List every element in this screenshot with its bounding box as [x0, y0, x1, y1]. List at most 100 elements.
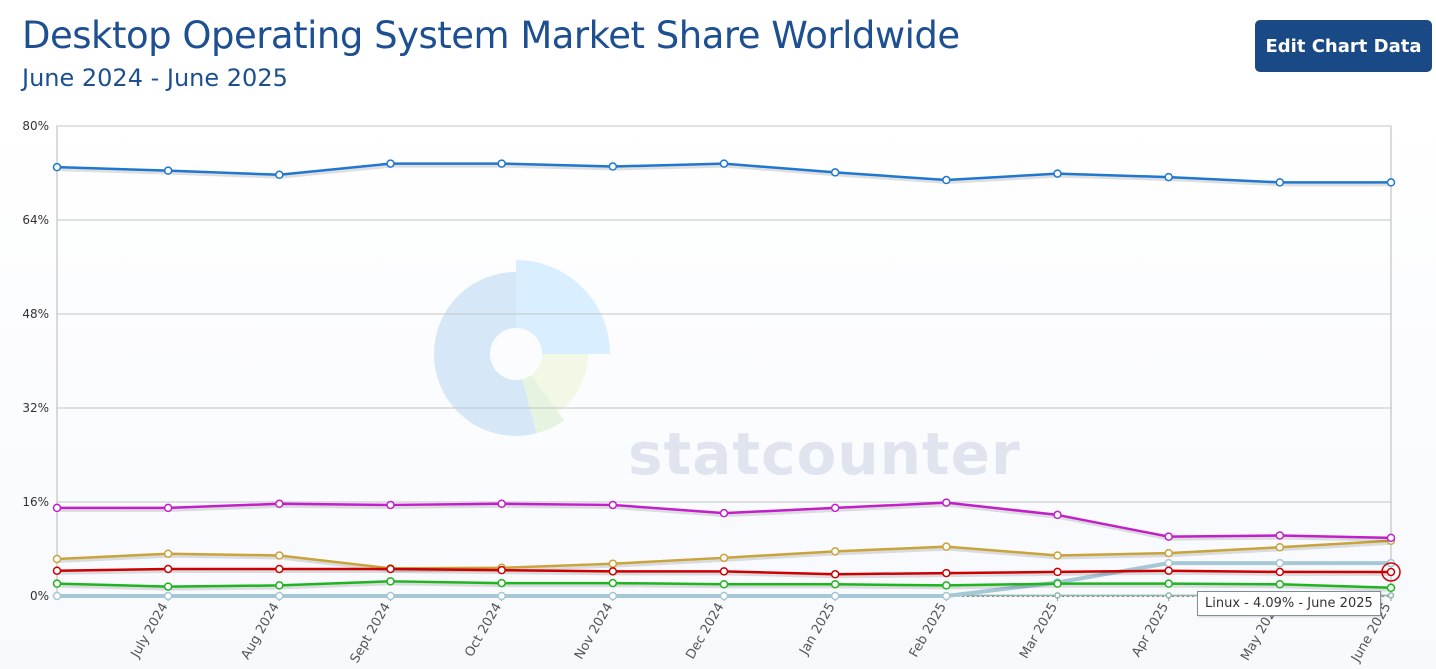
data-point[interactable]	[608, 162, 618, 171]
x-tick-label: July 2024	[128, 601, 172, 662]
data-point[interactable]	[163, 549, 173, 558]
data-point[interactable]	[1164, 558, 1173, 568]
hover-marker	[1381, 562, 1401, 582]
data-point[interactable]	[608, 578, 618, 588]
data-point[interactable]	[942, 498, 951, 507]
data-point[interactable]	[1053, 567, 1062, 577]
data-point[interactable]	[830, 547, 840, 556]
data-point[interactable]	[1054, 592, 1061, 599]
data-point[interactable]	[52, 579, 62, 588]
data-point[interactable]	[942, 175, 951, 185]
data-point[interactable]	[1164, 532, 1173, 541]
data-point[interactable]	[1275, 580, 1285, 589]
data-point[interactable]	[163, 564, 173, 574]
chart-series	[52, 159, 1401, 601]
data-point[interactable]	[163, 582, 173, 591]
data-point[interactable]	[1387, 592, 1395, 599]
data-point[interactable]	[1386, 533, 1396, 543]
data-point[interactable]	[719, 591, 729, 601]
data-point[interactable]	[1164, 548, 1173, 558]
data-point[interactable]	[275, 551, 284, 560]
data-point[interactable]	[497, 565, 506, 575]
data-point[interactable]	[830, 503, 840, 513]
data-point[interactable]	[830, 168, 840, 177]
data-point[interactable]	[163, 166, 173, 175]
series-unknown	[52, 536, 1396, 573]
x-tick-label: Apr 2025	[1129, 601, 1172, 660]
data-point[interactable]	[52, 554, 62, 564]
data-point[interactable]	[942, 591, 951, 601]
data-point[interactable]	[163, 591, 173, 601]
data-point[interactable]	[163, 503, 173, 513]
data-point[interactable]	[386, 500, 395, 510]
data-point[interactable]	[1165, 592, 1172, 599]
data-point[interactable]	[275, 581, 284, 590]
data-point[interactable]	[275, 170, 284, 180]
data-point[interactable]	[608, 591, 618, 601]
data-point[interactable]	[1275, 178, 1285, 187]
data-point[interactable]	[52, 566, 62, 575]
data-point[interactable]	[942, 581, 951, 590]
data-point[interactable]	[275, 564, 284, 574]
data-point[interactable]	[1275, 542, 1285, 552]
chart-grid	[56, 125, 1392, 597]
data-point[interactable]	[1386, 583, 1396, 593]
data-point[interactable]	[719, 553, 729, 563]
x-tick-label: Dec 2024	[683, 601, 727, 663]
data-point[interactable]	[1053, 169, 1062, 178]
data-point[interactable]	[830, 570, 840, 579]
x-tick-label: Aug 2024	[239, 601, 283, 663]
data-point[interactable]	[497, 591, 506, 601]
data-point[interactable]	[52, 591, 62, 601]
data-point[interactable]	[608, 500, 618, 510]
x-tick-label: Feb 2025	[907, 601, 950, 661]
data-point[interactable]	[608, 567, 618, 576]
data-point[interactable]	[1275, 567, 1285, 577]
y-tick-label: 80%	[22, 119, 49, 133]
data-point[interactable]	[719, 508, 729, 518]
logo-segment-right	[531, 354, 588, 413]
watermark-text: statcounter	[628, 420, 1021, 488]
data-point[interactable]	[1053, 510, 1062, 520]
y-tick-label: 0%	[30, 589, 49, 603]
data-point[interactable]	[1164, 579, 1173, 588]
series-os-x	[52, 498, 1396, 543]
logo-segment-top	[516, 260, 610, 354]
data-point[interactable]	[719, 580, 729, 589]
logo-segment-low	[522, 375, 565, 434]
data-point[interactable]	[942, 568, 951, 578]
data-point[interactable]	[497, 159, 506, 168]
data-point[interactable]	[1386, 567, 1396, 577]
data-point[interactable]	[830, 591, 840, 601]
y-tick-label: 32%	[22, 401, 49, 415]
data-point[interactable]	[497, 578, 506, 588]
data-point[interactable]	[275, 591, 284, 601]
data-point[interactable]	[386, 577, 395, 586]
data-point[interactable]	[52, 503, 62, 513]
data-point[interactable]	[942, 542, 951, 551]
data-point[interactable]	[1386, 178, 1396, 187]
data-point[interactable]	[719, 159, 729, 168]
y-tick-label: 64%	[22, 213, 49, 227]
data-point[interactable]	[830, 580, 840, 589]
edit-chart-data-button[interactable]: Edit Chart Data	[1255, 20, 1432, 72]
page-subtitle: June 2024 - June 2025	[22, 64, 288, 92]
data-point[interactable]	[1053, 551, 1062, 560]
data-point[interactable]	[1053, 579, 1062, 588]
data-point[interactable]	[719, 567, 729, 576]
data-point[interactable]	[1164, 172, 1173, 182]
data-point[interactable]	[1275, 558, 1285, 568]
data-point[interactable]	[1164, 566, 1173, 575]
data-point[interactable]	[52, 162, 62, 172]
y-tick-label: 16%	[22, 495, 49, 509]
data-point[interactable]	[275, 499, 284, 509]
data-point[interactable]	[608, 559, 618, 568]
x-tick-label: Oct 2024	[462, 601, 505, 660]
data-point[interactable]	[386, 591, 395, 601]
page-title: Desktop Operating System Market Share Wo…	[22, 14, 960, 57]
data-point[interactable]	[497, 499, 506, 509]
data-point[interactable]	[1275, 531, 1285, 540]
data-point[interactable]	[386, 564, 395, 574]
data-point[interactable]	[386, 159, 395, 168]
series-windows	[52, 159, 1396, 187]
